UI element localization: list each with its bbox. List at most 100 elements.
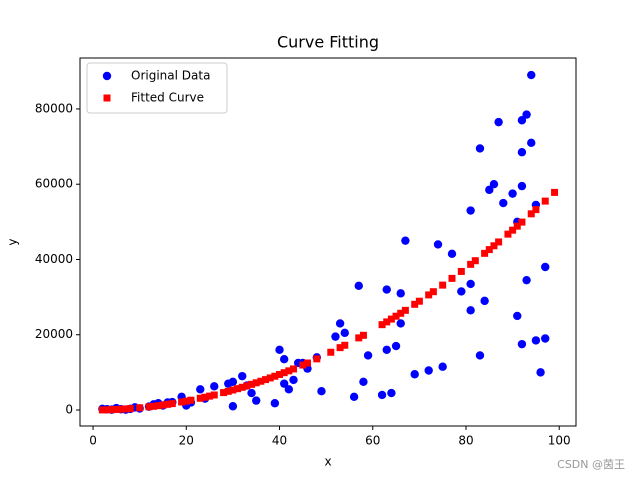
point xyxy=(238,383,246,391)
point xyxy=(424,366,433,375)
point xyxy=(467,260,475,268)
point xyxy=(224,387,232,395)
point xyxy=(387,388,396,398)
point xyxy=(196,394,204,402)
point xyxy=(270,399,280,408)
point xyxy=(475,351,485,360)
point xyxy=(317,386,326,396)
point xyxy=(154,402,162,410)
point xyxy=(448,274,456,282)
point xyxy=(401,236,410,245)
point xyxy=(425,291,433,299)
point xyxy=(252,379,260,387)
point xyxy=(457,287,466,296)
point xyxy=(279,355,289,364)
point xyxy=(341,341,349,349)
point xyxy=(410,370,419,379)
point xyxy=(382,345,391,354)
point xyxy=(136,404,144,412)
x-tick-label: 20 xyxy=(179,434,194,448)
point xyxy=(359,331,367,339)
point xyxy=(182,397,190,405)
point xyxy=(517,116,527,125)
point xyxy=(541,334,550,343)
x-axis-label: x xyxy=(324,455,331,469)
point xyxy=(522,110,531,119)
point xyxy=(262,376,270,384)
point xyxy=(541,262,550,272)
point xyxy=(387,315,395,323)
x-tick-label: 60 xyxy=(365,434,380,448)
point xyxy=(284,385,294,394)
point xyxy=(229,386,237,394)
point xyxy=(98,406,106,414)
point xyxy=(411,300,419,308)
point xyxy=(490,242,498,250)
point xyxy=(112,405,120,413)
point xyxy=(391,341,401,351)
point xyxy=(313,355,321,363)
y-axis-label: y xyxy=(6,238,20,245)
y-tick-label: 20000 xyxy=(35,327,73,341)
point xyxy=(536,368,545,377)
x-tick-label: 40 xyxy=(272,434,287,448)
x-tick-label: 80 xyxy=(458,434,473,448)
point xyxy=(331,332,340,341)
point xyxy=(429,288,437,296)
point xyxy=(527,70,536,80)
point xyxy=(401,306,409,314)
point xyxy=(551,188,559,196)
legend-label: Original Data xyxy=(131,69,210,83)
point xyxy=(168,400,176,408)
point xyxy=(187,396,195,404)
point xyxy=(257,377,265,385)
point xyxy=(159,401,167,409)
point xyxy=(220,389,228,397)
point xyxy=(303,359,311,367)
point xyxy=(513,222,521,230)
point xyxy=(206,392,214,400)
point xyxy=(489,180,499,189)
point xyxy=(438,362,447,371)
watermark: CSDN @茵王 xyxy=(557,458,625,471)
point xyxy=(541,197,549,205)
point xyxy=(234,385,242,393)
point xyxy=(145,403,153,411)
point xyxy=(126,405,134,413)
point xyxy=(340,328,349,338)
chart-title: Curve Fitting xyxy=(277,33,379,52)
point xyxy=(517,181,527,191)
point xyxy=(238,371,247,381)
point xyxy=(103,406,111,414)
point xyxy=(363,351,373,360)
point xyxy=(271,372,279,380)
point xyxy=(150,402,158,410)
point xyxy=(266,374,274,382)
point xyxy=(509,226,517,234)
point xyxy=(228,402,238,411)
point xyxy=(378,321,386,329)
legend-label: Fitted Curve xyxy=(131,91,204,105)
point xyxy=(117,405,125,413)
point xyxy=(355,334,363,342)
point xyxy=(327,348,335,356)
point xyxy=(279,379,289,388)
point xyxy=(397,309,405,317)
point xyxy=(396,319,405,328)
point xyxy=(377,390,387,400)
point xyxy=(480,296,489,306)
point xyxy=(527,138,536,148)
point xyxy=(522,275,531,285)
point xyxy=(335,319,345,328)
point xyxy=(532,206,540,214)
point xyxy=(228,377,238,386)
point xyxy=(481,249,489,257)
point xyxy=(210,391,218,399)
point xyxy=(178,398,186,406)
point xyxy=(392,312,400,320)
point xyxy=(252,396,261,405)
point xyxy=(504,230,512,238)
point xyxy=(527,210,535,218)
point xyxy=(382,285,391,294)
